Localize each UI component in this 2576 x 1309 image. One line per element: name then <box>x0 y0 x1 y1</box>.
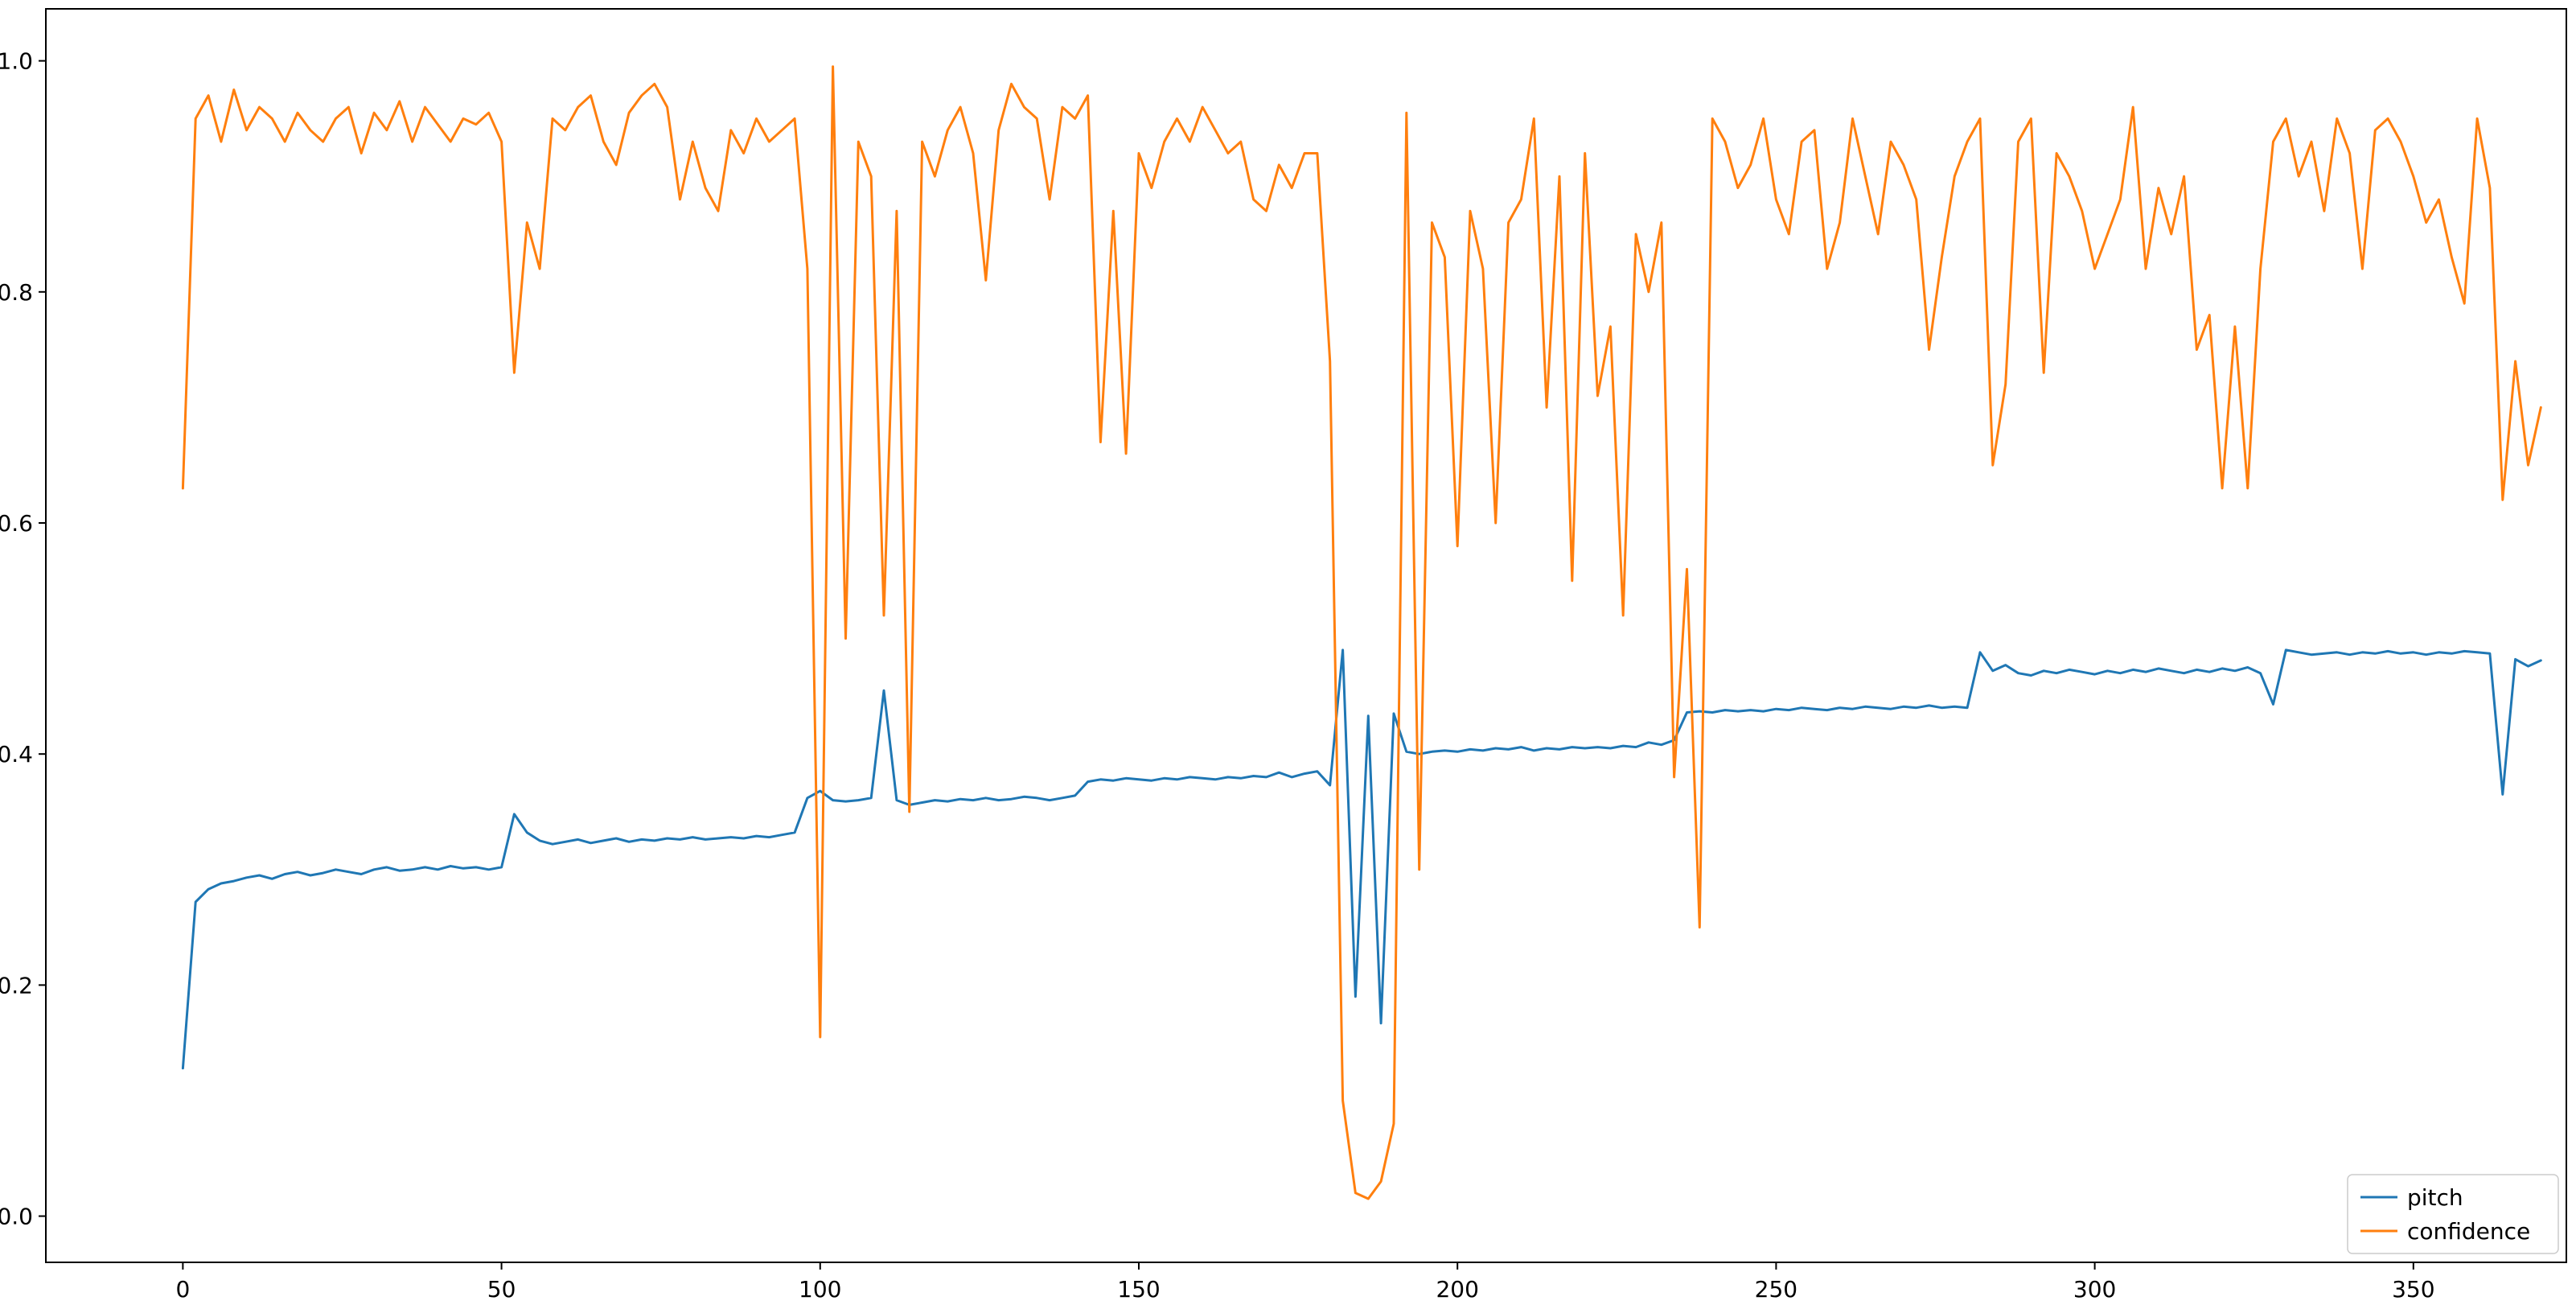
y-tick-label: 0.6 <box>0 510 33 537</box>
x-tick-label: 250 <box>1755 1276 1797 1303</box>
series-line-confidence <box>181 65 2542 1200</box>
legend: pitch confidence <box>2347 1174 2559 1254</box>
y-tick-label: 0.4 <box>0 741 33 768</box>
x-tick-label: 350 <box>2392 1276 2434 1303</box>
y-tick-label: 1.0 <box>0 48 33 75</box>
legend-box <box>2347 1174 2559 1254</box>
x-tick-label: 0 <box>175 1276 190 1303</box>
x-tick-label: 300 <box>2073 1276 2116 1303</box>
x-tick-label: 150 <box>1117 1276 1160 1303</box>
y-tick-label: 0.8 <box>0 279 33 306</box>
y-tick-label: 0.2 <box>0 972 33 998</box>
axes-frame <box>45 8 2567 1263</box>
legend-label-confidence: confidence <box>2407 1218 2530 1245</box>
x-tick-label: 100 <box>799 1276 841 1303</box>
legend-label-pitch: pitch <box>2407 1184 2463 1211</box>
x-tick-label: 200 <box>1436 1276 1478 1303</box>
series-line-pitch <box>181 648 2542 1070</box>
y-tick-label: 0.0 <box>0 1204 33 1230</box>
x-tick-label: 50 <box>487 1276 516 1303</box>
